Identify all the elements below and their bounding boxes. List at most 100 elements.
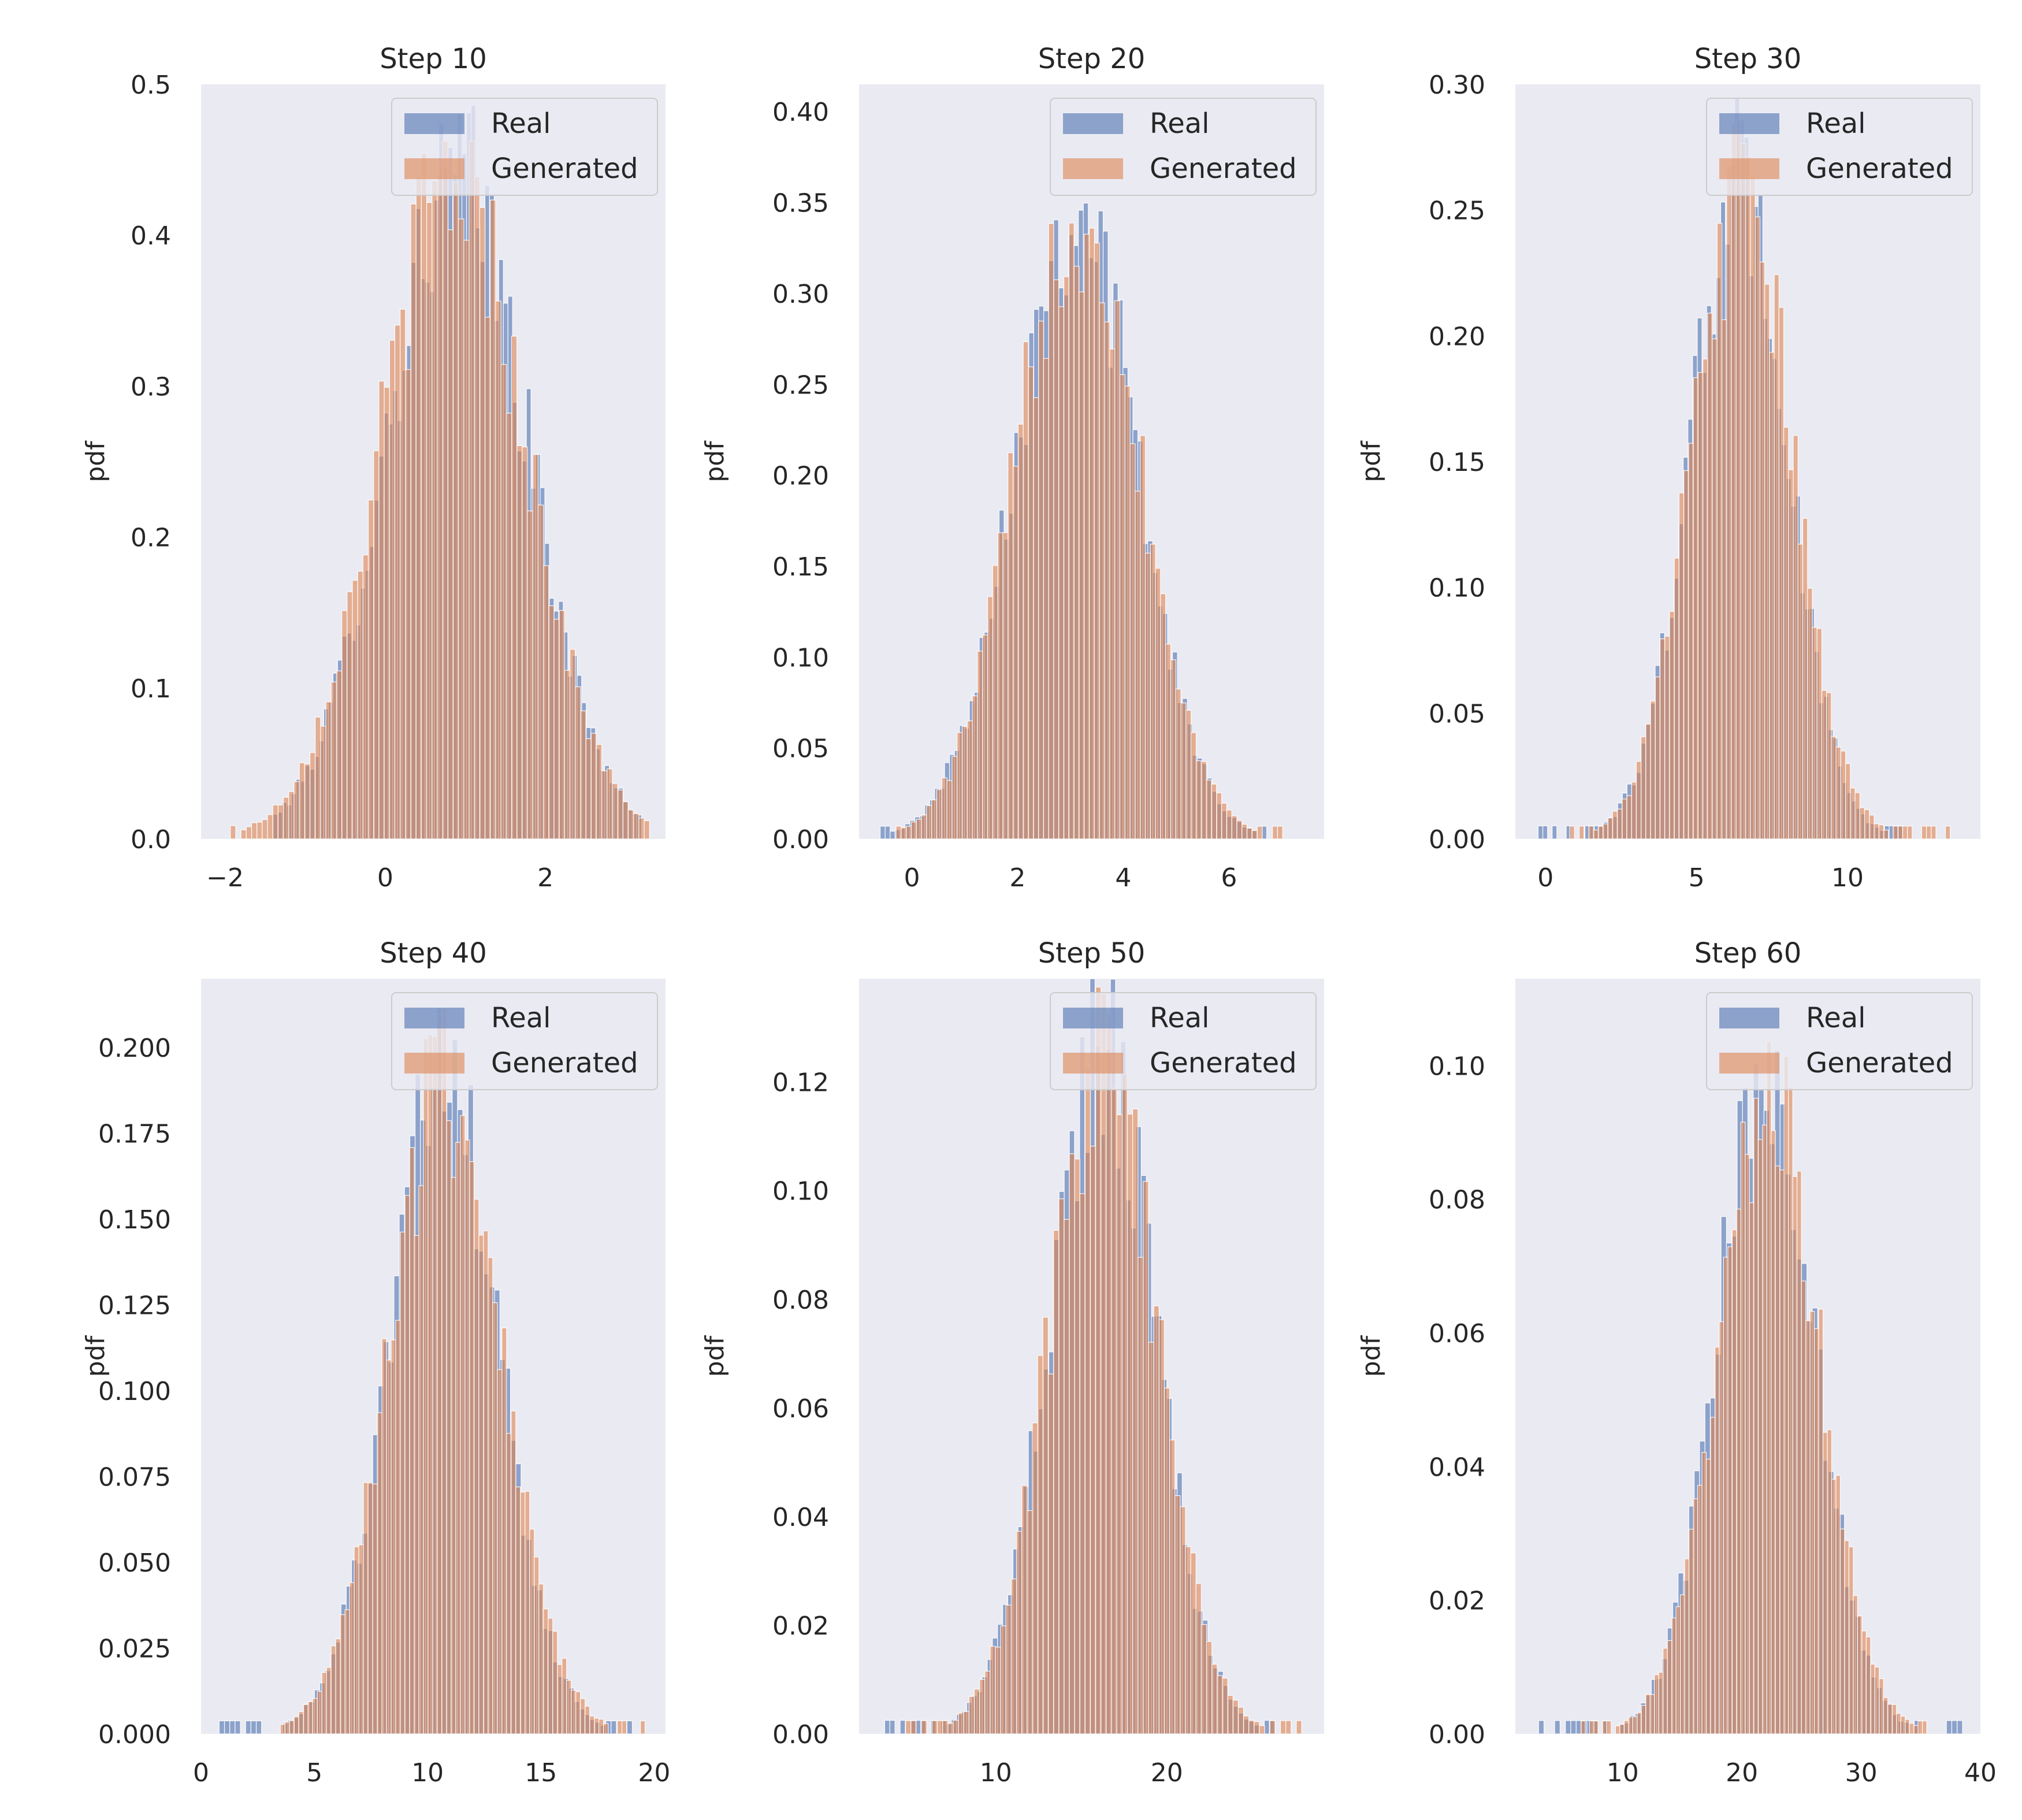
- y-tick-label: 0.06: [1429, 1319, 1485, 1349]
- hist-bar: [979, 1679, 986, 1734]
- hist-bar: [1897, 826, 1903, 840]
- hist-bar: [1074, 1158, 1080, 1734]
- y-tick-label: 0.40: [772, 98, 829, 127]
- hist-bar: [1593, 829, 1599, 840]
- hist-bar: [1217, 1675, 1223, 1734]
- hist-bar: [272, 804, 279, 840]
- hist-bar: [1831, 736, 1837, 840]
- hist-bar: [1063, 276, 1069, 840]
- hist-bar: [469, 1161, 475, 1734]
- hist-bar: [1226, 809, 1232, 840]
- subplot-title: Step 60: [1694, 937, 1802, 970]
- y-axis-label: pdf: [1356, 440, 1386, 482]
- hist-bar: [1236, 820, 1243, 840]
- legend: Real Generated: [391, 98, 658, 196]
- hist-bar: [1064, 1219, 1070, 1734]
- hist-bar: [1874, 823, 1879, 840]
- hist-bar: [1792, 1176, 1798, 1734]
- hist-bar: [916, 819, 922, 840]
- hist-bar: [1853, 1595, 1858, 1734]
- hist-bar: [1726, 165, 1732, 840]
- y-tick-label: 0.15: [1429, 448, 1485, 477]
- hist-bar: [1857, 1615, 1863, 1734]
- subplot-5: Step 50 10 20 0.00 0.02 0.04 0.06 0.08 0.10 0.12 p…: [700, 937, 1324, 1788]
- hist-bar: [936, 1720, 943, 1734]
- hist-bar: [987, 596, 993, 840]
- hist-bar: [280, 1724, 285, 1734]
- hist-bar: [1631, 782, 1637, 840]
- hist-bar: [552, 1630, 558, 1734]
- hist-bar: [1008, 452, 1014, 840]
- y-axis-label: pdf: [700, 1335, 730, 1377]
- hist-bar: [455, 1142, 461, 1734]
- hist-bar: [1783, 1056, 1789, 1734]
- subplot-2: Step 20 0 2 4 6 0.00 0.05 0.10 0.15 0.20 0.25 0.30 0…: [700, 43, 1324, 893]
- hist-bar: [1896, 1713, 1901, 1734]
- hist-bar: [1153, 1305, 1159, 1734]
- hist-bar: [336, 670, 343, 840]
- hist-bar: [553, 619, 560, 840]
- hist-bar: [590, 733, 597, 840]
- hist-bar: [538, 1583, 544, 1734]
- hist-bar: [391, 1339, 396, 1734]
- hist-bar: [884, 826, 891, 840]
- hist-bar: [235, 1720, 241, 1734]
- x-tick-label: 5: [1689, 863, 1705, 893]
- hist-bar: [931, 799, 938, 840]
- hist-bar: [931, 1720, 938, 1734]
- hist-bar: [1612, 811, 1618, 840]
- hist-bar: [1109, 348, 1116, 840]
- hist-bar: [571, 1689, 577, 1734]
- hist-bar: [1835, 1475, 1841, 1734]
- legend-swatch-real: [404, 113, 464, 134]
- hist-bar: [1277, 826, 1283, 840]
- hist-bar: [926, 805, 932, 840]
- hist-bar: [1887, 1703, 1893, 1734]
- hist-bar: [1667, 1640, 1672, 1734]
- hist-bar: [1697, 1485, 1703, 1734]
- hist-bar: [506, 413, 512, 840]
- hist-bar: [1802, 518, 1808, 840]
- hist-bar: [1048, 223, 1054, 840]
- hist-bar: [1805, 1320, 1811, 1734]
- hist-bar: [1155, 568, 1161, 840]
- hist-bar: [1750, 176, 1756, 840]
- hist-bar: [1138, 1257, 1144, 1734]
- legend-swatch-real: [1719, 1008, 1779, 1028]
- y-axis-label: pdf: [81, 440, 110, 482]
- hist-bar: [304, 763, 311, 840]
- hist-bar: [1537, 825, 1544, 840]
- hist-bar: [1538, 1720, 1545, 1734]
- y-axis-label: pdf: [81, 1335, 110, 1377]
- hist-bar: [357, 571, 363, 840]
- hist-bar: [1150, 544, 1156, 840]
- hist-bar: [1801, 1280, 1807, 1734]
- hist-bar: [354, 1546, 359, 1734]
- hist-bar: [1124, 385, 1131, 840]
- hist-bar: [1216, 792, 1222, 840]
- hist-bar: [1164, 1387, 1170, 1734]
- hist-bar: [1688, 1529, 1694, 1734]
- hist-bar: [1191, 732, 1197, 840]
- hist-bar: [384, 387, 390, 840]
- hist-bar: [1569, 826, 1575, 840]
- hist-bar: [599, 1719, 604, 1734]
- hist-bar: [895, 826, 902, 840]
- hist-bar: [1654, 1674, 1659, 1734]
- hist-bar: [414, 1235, 419, 1734]
- hist-bar: [559, 610, 565, 840]
- hist-bar: [594, 1718, 600, 1734]
- hist-bar: [474, 176, 480, 840]
- hist-bar: [562, 1658, 567, 1734]
- hist-bar: [330, 1645, 336, 1734]
- hist-bar: [1272, 826, 1278, 840]
- hist-bar: [1658, 1672, 1664, 1734]
- legend-label-real: Real: [1806, 1002, 1865, 1034]
- hist-bar: [1771, 1130, 1776, 1734]
- hist-bar: [921, 1720, 927, 1734]
- hist-bar: [1797, 544, 1804, 840]
- hist-bar: [596, 744, 603, 840]
- hist-bar: [352, 580, 358, 840]
- hist-bar: [957, 732, 963, 840]
